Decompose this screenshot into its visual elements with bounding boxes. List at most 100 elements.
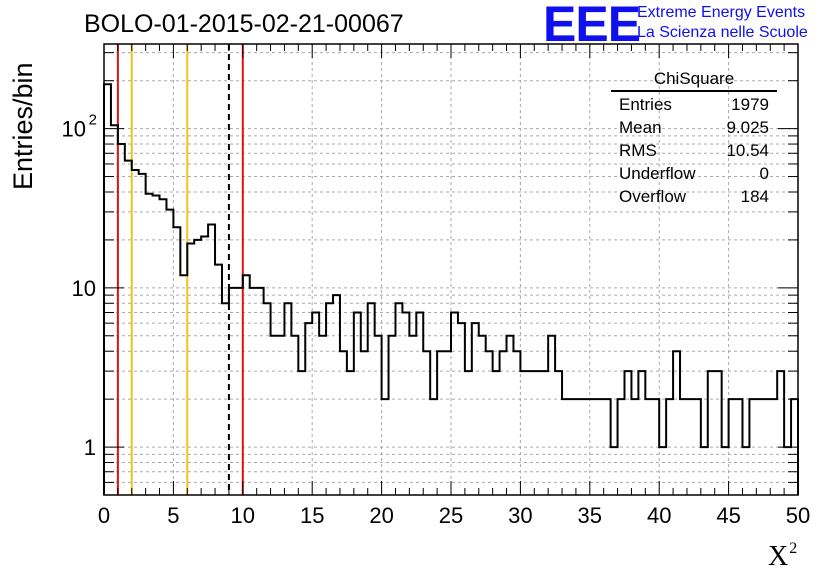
histogram-bin: [659, 447, 666, 495]
grid-lines: [104, 44, 798, 495]
histogram-bin: [125, 161, 132, 495]
histogram-bin: [201, 237, 208, 495]
histogram-bin: [618, 399, 625, 495]
x-axis-label-base: X: [768, 541, 789, 572]
histogram-bin: [583, 399, 590, 495]
histogram-bin: [534, 371, 541, 495]
stats-box: ChiSquare Entries 1979 Mean 9.025 RMS 10…: [611, 68, 777, 208]
histogram-bin: [590, 399, 597, 495]
stats-row-mean: Mean 9.025: [611, 116, 777, 139]
histogram-bin: [423, 351, 430, 495]
histogram-bin: [409, 336, 416, 495]
x-axis-label-superscript: 2: [789, 540, 798, 557]
histogram-bin: [104, 84, 111, 495]
histogram-bin: [264, 303, 271, 495]
histogram-bin: [236, 288, 243, 495]
histogram-bin: [153, 196, 160, 495]
histogram-bin: [271, 336, 278, 495]
histogram-bin: [694, 399, 701, 495]
y-tick-label: 10: [72, 276, 96, 301]
histogram-bin: [562, 399, 569, 495]
stats-title: ChiSquare: [653, 69, 735, 88]
stats-label: Mean: [619, 118, 662, 137]
stats-label: RMS: [619, 141, 657, 160]
histogram-series: [103, 83, 799, 495]
stats-label: Overflow: [619, 187, 687, 206]
histogram-bin: [465, 371, 472, 495]
histogram-bin: [777, 371, 784, 495]
y-tick-label: 1: [84, 435, 96, 460]
histogram-bin: [118, 144, 125, 495]
histogram-bin: [250, 288, 257, 495]
histogram-bin: [187, 243, 194, 495]
histogram-bin: [576, 399, 583, 495]
histogram-bin: [173, 227, 180, 495]
stats-value: 1979: [731, 95, 769, 114]
y-tick-label: 10: [62, 117, 86, 142]
histogram-bin: [347, 371, 354, 495]
histogram-bin: [139, 174, 146, 495]
x-tick-label: 40: [647, 503, 671, 528]
histogram-bin: [437, 351, 444, 495]
histogram-bin: [111, 125, 118, 495]
histogram-bin: [756, 399, 763, 495]
x-tick-label: 50: [786, 503, 810, 528]
histogram-bin: [243, 275, 250, 495]
histogram-bin: [382, 399, 389, 495]
histogram-bin: [527, 371, 534, 495]
histogram-bin: [569, 399, 576, 495]
stats-separator: [611, 90, 777, 92]
histogram-bin: [666, 399, 673, 495]
histogram-bin: [604, 399, 611, 495]
histogram-bin: [701, 447, 708, 495]
stats-value: 9.025: [726, 118, 769, 137]
marker-lines: [116, 44, 244, 495]
histogram-bin: [430, 399, 437, 495]
histogram-bin: [729, 399, 736, 495]
x-tick-label: 5: [167, 503, 179, 528]
x-tick-label: 25: [439, 503, 463, 528]
histogram-bin: [673, 351, 680, 495]
histogram-bin: [215, 265, 222, 495]
histogram-bin: [708, 371, 715, 495]
stats-row-underflow: Underflow 0: [611, 162, 777, 185]
histogram-bin: [375, 336, 382, 495]
histogram-outline: [103, 83, 799, 495]
histogram-bin: [749, 399, 756, 495]
stats-row-rms: RMS 10.54: [611, 139, 777, 162]
x-tick-label: 0: [98, 503, 110, 528]
histogram-bin: [284, 303, 291, 495]
histogram-bin: [222, 303, 229, 495]
histogram-bin: [770, 399, 777, 495]
histogram-bin: [548, 336, 555, 495]
histogram-bin: [368, 303, 375, 495]
histogram-bin: [520, 371, 527, 495]
histogram-bin: [458, 323, 465, 495]
y-tick-label-exponent: 2: [89, 112, 97, 129]
histogram-bin: [395, 303, 402, 495]
histogram-bin: [180, 275, 187, 495]
eee-logo: EEE: [543, 0, 641, 52]
x-axis-label: X2: [768, 540, 797, 573]
histogram-bin: [555, 371, 562, 495]
histogram-bin: [132, 170, 139, 495]
logo-subtitle-1: Extreme Energy Events: [637, 4, 806, 21]
x-tick-label: 10: [231, 503, 255, 528]
histogram-bin: [444, 351, 451, 495]
histogram-bin: [326, 303, 333, 495]
histogram-bin: [305, 323, 312, 495]
histogram-bin: [625, 371, 632, 495]
histogram-bin: [736, 399, 743, 495]
histogram-bin: [333, 295, 340, 495]
x-tick-label: 35: [578, 503, 602, 528]
histogram-bin: [597, 399, 604, 495]
histogram-bin: [361, 351, 368, 495]
histogram-bin: [319, 336, 326, 495]
histogram-bin: [160, 199, 167, 495]
histogram-bin: [680, 399, 687, 495]
x-tick-label: 45: [716, 503, 740, 528]
x-tick-label: 15: [300, 503, 324, 528]
histogram-bin: [354, 313, 361, 495]
